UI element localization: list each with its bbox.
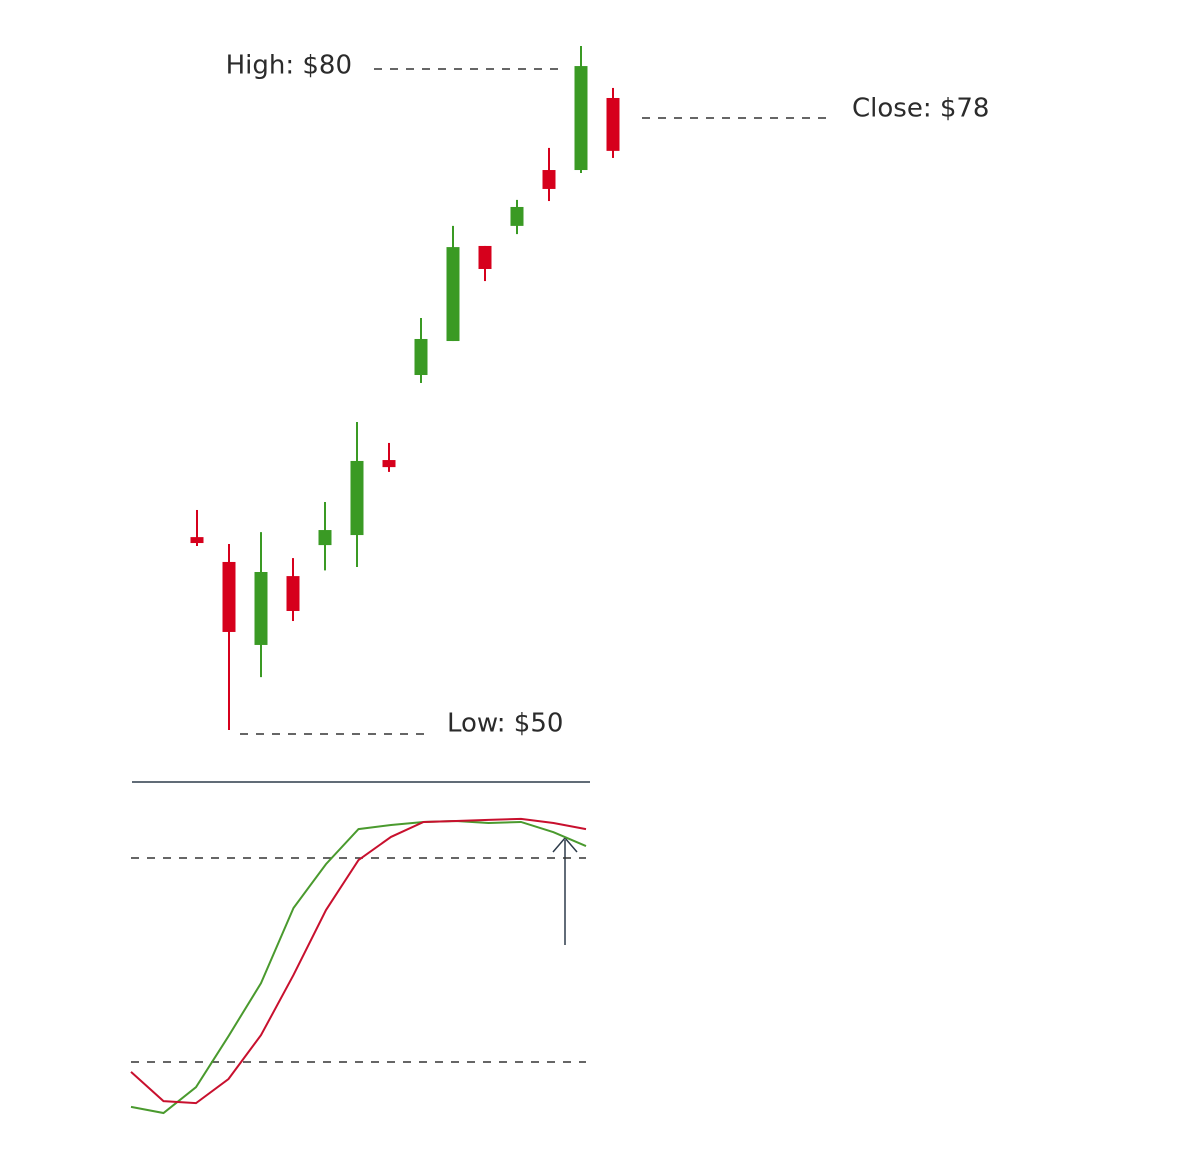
candle-body	[190, 537, 204, 544]
oscillator-line	[130, 817, 587, 1105]
candle-body	[286, 576, 300, 611]
candle-body	[510, 206, 524, 226]
candle-body	[414, 338, 428, 376]
candle-body	[350, 460, 364, 536]
candle-body	[478, 245, 492, 269]
oscillator-line	[130, 819, 587, 1115]
candle-body	[254, 571, 268, 645]
candle-body	[382, 460, 396, 468]
candle-body	[542, 170, 556, 189]
annotation: Low: $50	[447, 709, 563, 739]
candle-body	[318, 530, 332, 546]
candle-body	[222, 561, 236, 632]
annotation: High: $80	[226, 51, 352, 81]
annotation: Close: $78	[852, 94, 989, 124]
candle-body	[574, 66, 588, 171]
candle-body	[606, 97, 620, 151]
candle-body	[446, 247, 460, 342]
